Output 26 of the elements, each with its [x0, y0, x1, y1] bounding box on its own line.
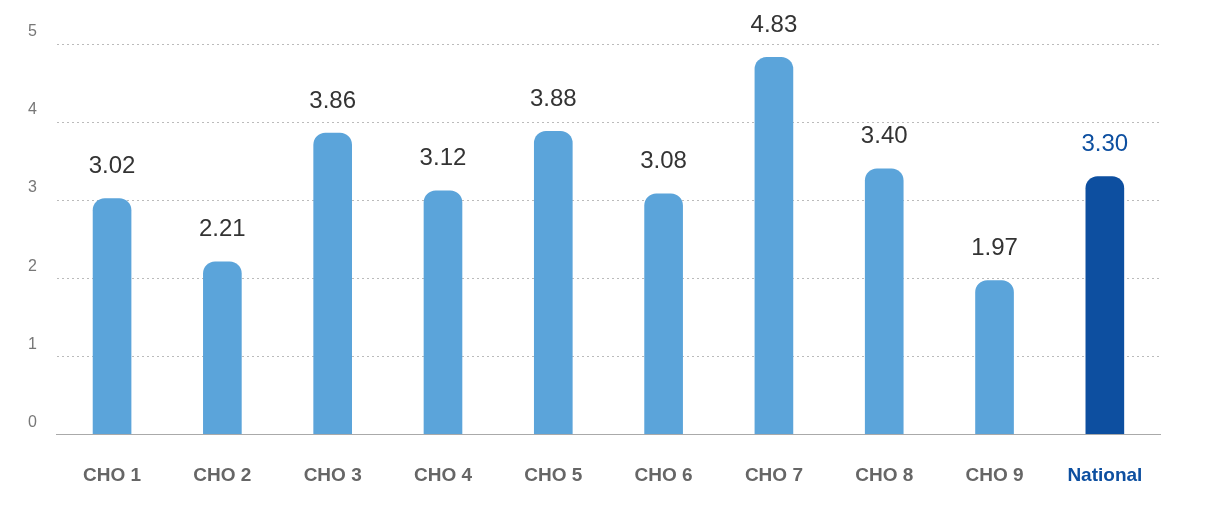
data-label: 3.40 [860, 121, 908, 149]
data-label: 3.30 [1081, 129, 1129, 157]
x-tick-label: CHO 3 [303, 463, 362, 485]
y-tick-label: 4 [27, 100, 37, 118]
data-label: 3.02 [88, 151, 136, 179]
y-tick-label: 0 [27, 412, 37, 430]
x-tick-label: National [1067, 463, 1143, 485]
data-label: 3.88 [529, 84, 577, 112]
x-tick-label: CHO 8 [855, 463, 914, 485]
data-label: 4.83 [750, 9, 798, 37]
data-label: 3.12 [419, 143, 467, 171]
y-tick-label: 2 [27, 256, 37, 274]
x-tick-label: CHO 6 [634, 463, 693, 485]
y-tick-label: 1 [27, 334, 37, 352]
x-tick-label: CHO 4 [413, 463, 473, 485]
y-tick-label: 5 [27, 22, 37, 40]
data-label: 3.86 [309, 85, 357, 113]
x-tick-label: CHO 7 [744, 463, 803, 485]
x-tick-label: CHO 5 [524, 463, 583, 485]
data-label: 2.21 [199, 214, 246, 242]
x-tick-label: CHO 2 [193, 463, 252, 485]
data-label: 3.08 [640, 146, 687, 174]
x-tick-label: CHO 1 [83, 463, 142, 485]
data-label: 1.97 [971, 233, 1018, 261]
x-tick-label: CHO 9 [965, 463, 1024, 485]
y-tick-label: 3 [27, 178, 37, 196]
